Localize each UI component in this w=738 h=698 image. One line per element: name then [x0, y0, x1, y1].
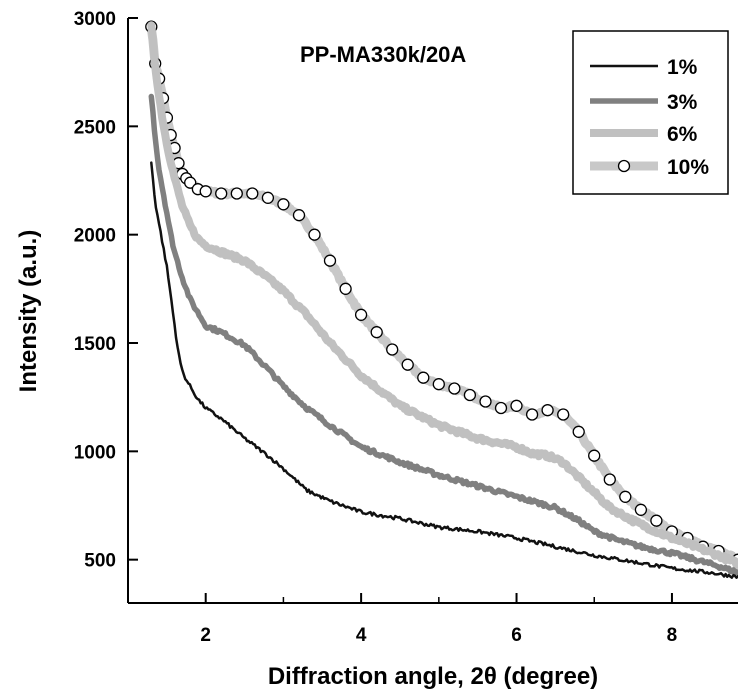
data-point-marker: [603, 473, 616, 486]
x-tick-label: 8: [667, 625, 678, 646]
series-line: [148, 93, 738, 576]
data-point-marker: [401, 358, 414, 371]
series-1pct: [150, 161, 738, 579]
legend-entry: 3%: [590, 91, 698, 114]
data-point-marker: [230, 187, 243, 200]
y-tick-label: 3000: [74, 9, 116, 30]
series-6pct: [147, 21, 738, 569]
data-point-marker: [354, 308, 368, 321]
data-point-marker: [432, 378, 445, 391]
data-point-marker: [448, 382, 461, 395]
legend-label: 3%: [667, 91, 698, 114]
data-point-marker: [510, 399, 523, 412]
y-tick-label: 1000: [74, 442, 116, 463]
axes: [127, 18, 738, 604]
y-tick-label: 2000: [74, 226, 116, 247]
data-point-marker: [184, 176, 197, 189]
x-tick-label: 6: [511, 625, 522, 646]
x-tick-label: 2: [200, 625, 211, 646]
data-point-marker: [463, 388, 477, 402]
data-point-marker: [323, 254, 337, 267]
series-line: [147, 21, 738, 569]
data-point-marker: [246, 187, 259, 200]
x-tick-label: 4: [356, 625, 367, 646]
series-line: [150, 161, 738, 579]
y-tick-label: 2500: [74, 117, 116, 138]
data-point-marker: [386, 343, 399, 356]
data-point-marker: [199, 185, 212, 198]
data-point-marker: [339, 282, 352, 295]
series-layer: [145, 20, 738, 579]
legend: 1% 3% 6% 10%: [572, 30, 729, 195]
series-3pct: [148, 93, 738, 576]
data-point-marker: [557, 408, 570, 421]
data-point-marker: [479, 395, 492, 408]
data-point-marker: [572, 425, 585, 438]
y-tick-label: 500: [84, 551, 116, 572]
legend-label: 10%: [667, 156, 709, 179]
data-point-marker: [308, 228, 321, 241]
y-axis-title: Intensity (a.u.): [15, 230, 42, 393]
legend-marker: [617, 159, 631, 173]
legend-entry: 6%: [590, 123, 698, 146]
data-point-marker: [494, 401, 508, 415]
legend-label: 1%: [667, 56, 698, 79]
data-point-marker: [525, 408, 539, 421]
data-point-marker: [277, 198, 290, 211]
x-axis-title: Diffraction angle, 2θ (degree): [268, 663, 598, 690]
data-point-marker: [650, 514, 663, 527]
data-point-marker: [370, 326, 383, 339]
data-point-marker: [588, 449, 601, 462]
data-point-marker: [619, 490, 632, 503]
ticks: 2 4 6 8 500 1000 1500 2000 2500 3000: [74, 9, 678, 646]
y-tick-label: 1500: [74, 334, 116, 355]
legend-entry: 10%: [590, 156, 709, 179]
data-point-marker: [541, 404, 554, 417]
chart-title: PP-MA330k/20A: [300, 42, 466, 67]
data-point-marker: [634, 503, 648, 516]
data-point-marker: [215, 187, 228, 200]
legend-label: 6%: [667, 123, 698, 146]
data-point-marker: [417, 371, 430, 384]
data-point-marker: [261, 191, 275, 204]
legend-entry: 1%: [590, 56, 698, 79]
legend-entries: 1% 3% 6% 10%: [590, 56, 709, 179]
data-point-marker: [292, 209, 306, 222]
